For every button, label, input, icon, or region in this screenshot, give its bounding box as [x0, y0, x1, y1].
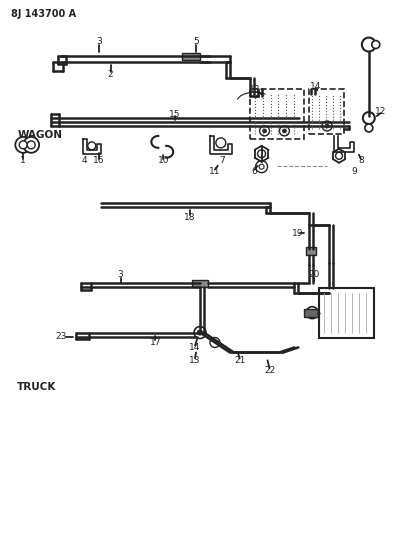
- Circle shape: [23, 137, 39, 153]
- Text: 14: 14: [310, 82, 321, 91]
- Circle shape: [280, 126, 289, 136]
- Bar: [250, 89, 304, 139]
- Text: 16: 16: [93, 156, 104, 165]
- Circle shape: [336, 152, 342, 159]
- Text: 12: 12: [375, 107, 386, 116]
- Circle shape: [210, 337, 220, 348]
- Circle shape: [365, 124, 373, 132]
- Text: 15: 15: [170, 110, 181, 118]
- Text: 8J 143700 A: 8J 143700 A: [11, 9, 76, 19]
- Text: 20: 20: [308, 270, 320, 279]
- Text: 14: 14: [189, 343, 201, 352]
- Text: 19: 19: [292, 229, 303, 238]
- Circle shape: [256, 161, 268, 173]
- Circle shape: [27, 141, 35, 149]
- Circle shape: [325, 124, 329, 128]
- Text: 23: 23: [55, 332, 67, 341]
- Circle shape: [362, 38, 376, 52]
- Circle shape: [262, 129, 266, 133]
- Text: 10: 10: [158, 156, 169, 165]
- Text: 11: 11: [209, 167, 221, 176]
- Text: WAGON: WAGON: [17, 130, 62, 140]
- Circle shape: [19, 141, 27, 149]
- Text: 5: 5: [193, 37, 199, 46]
- Bar: [309, 89, 344, 134]
- Circle shape: [15, 137, 31, 153]
- Circle shape: [216, 138, 226, 148]
- Text: 13: 13: [249, 85, 260, 94]
- Circle shape: [198, 330, 202, 335]
- Bar: [306, 247, 316, 255]
- Text: 9: 9: [351, 167, 357, 176]
- Text: 13: 13: [189, 356, 201, 365]
- Circle shape: [194, 327, 206, 338]
- Text: 7: 7: [219, 156, 225, 165]
- Text: 1: 1: [20, 156, 26, 165]
- Bar: [319, 288, 374, 337]
- Circle shape: [282, 129, 286, 133]
- Text: 17: 17: [150, 338, 161, 347]
- Text: TRUCK: TRUCK: [17, 382, 57, 392]
- Bar: [182, 53, 200, 60]
- Text: 22: 22: [264, 366, 275, 375]
- Circle shape: [88, 142, 96, 150]
- Text: 21: 21: [234, 356, 246, 365]
- Text: 3: 3: [96, 37, 102, 46]
- Text: 3: 3: [118, 270, 124, 279]
- Circle shape: [372, 41, 380, 49]
- Circle shape: [260, 126, 270, 136]
- Circle shape: [258, 150, 266, 158]
- Circle shape: [306, 306, 318, 319]
- Text: 18: 18: [184, 213, 196, 222]
- Bar: [304, 309, 318, 317]
- Circle shape: [363, 112, 375, 124]
- Text: 6: 6: [252, 167, 258, 176]
- Text: 8: 8: [358, 156, 364, 165]
- Circle shape: [322, 121, 332, 131]
- Text: 4: 4: [82, 156, 88, 165]
- Text: 2: 2: [108, 70, 114, 79]
- Bar: [192, 280, 208, 287]
- Circle shape: [259, 164, 264, 169]
